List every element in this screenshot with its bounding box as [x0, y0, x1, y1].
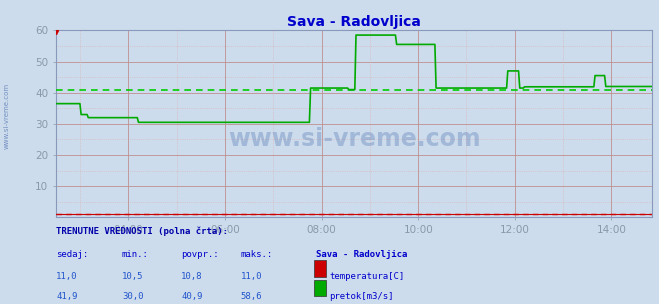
Text: 30,0: 30,0	[122, 292, 144, 301]
Text: www.si-vreme.com: www.si-vreme.com	[3, 82, 10, 149]
Text: 58,6: 58,6	[241, 292, 262, 301]
Text: 11,0: 11,0	[241, 272, 262, 281]
Text: povpr.:: povpr.:	[181, 250, 219, 259]
Text: sedaj:: sedaj:	[56, 250, 88, 259]
Text: TRENUTNE VREDNOSTI (polna črta):: TRENUTNE VREDNOSTI (polna črta):	[56, 226, 228, 236]
Text: www.si-vreme.com: www.si-vreme.com	[228, 127, 480, 151]
Text: 10,8: 10,8	[181, 272, 203, 281]
Text: temperatura[C]: temperatura[C]	[330, 272, 405, 281]
Text: 40,9: 40,9	[181, 292, 203, 301]
Text: 41,9: 41,9	[56, 292, 78, 301]
Text: maks.:: maks.:	[241, 250, 273, 259]
Text: min.:: min.:	[122, 250, 149, 259]
Text: pretok[m3/s]: pretok[m3/s]	[330, 292, 394, 301]
Text: Sava - Radovljica: Sava - Radovljica	[316, 250, 408, 259]
Text: 10,5: 10,5	[122, 272, 144, 281]
Text: 11,0: 11,0	[56, 272, 78, 281]
Title: Sava - Radovljica: Sava - Radovljica	[287, 15, 421, 29]
